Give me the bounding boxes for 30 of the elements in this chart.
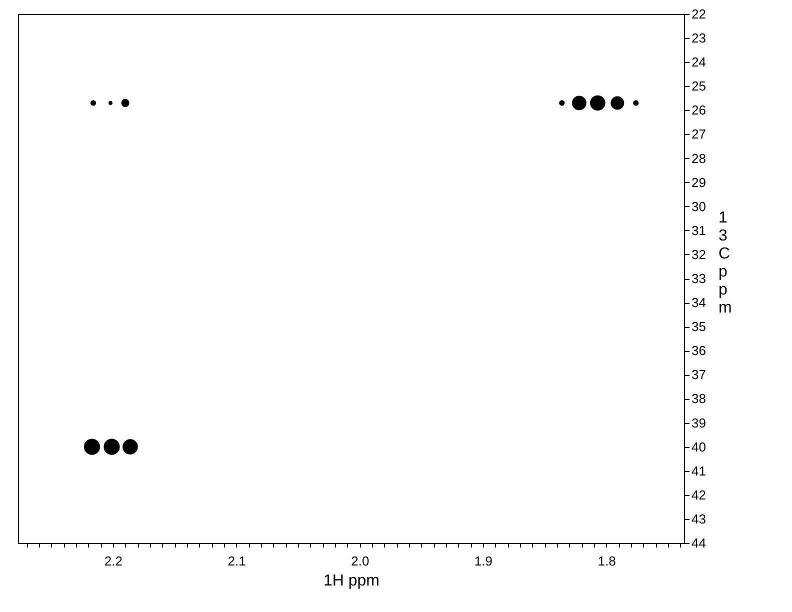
x-tick-label: 2.2 [104, 554, 123, 568]
y-tick-label: 25 [692, 78, 706, 94]
y-tick-label: 22 [692, 6, 706, 22]
y-tick-label: 37 [692, 367, 706, 382]
x-axis-title: 1H ppm [323, 572, 380, 590]
y-tick-label: 44 [692, 536, 706, 550]
y-tick-label: 43 [692, 511, 706, 526]
y-tick-label: 31 [692, 222, 706, 238]
y-tick-label: 41 [692, 463, 706, 478]
y-tick-label: 26 [692, 102, 706, 118]
y-tick-label: 39 [692, 415, 706, 430]
y-tick-label: 29 [692, 174, 706, 190]
y-tick-label: 24 [692, 54, 706, 70]
y-tick-label: 36 [692, 343, 706, 358]
y-tick-label: 42 [692, 487, 706, 502]
x-tick-label: 2.0 [351, 554, 370, 568]
y-tick-label: 33 [692, 271, 706, 286]
x-tick-label: 2.1 [228, 554, 246, 568]
y-tick-label: 34 [692, 295, 706, 310]
y-tick-label: 40 [692, 439, 706, 454]
y-tick-label: 23 [692, 30, 706, 46]
y-tick-label: 32 [692, 246, 706, 262]
y-axis-title: 13C ppm [718, 210, 732, 316]
y-tick-label: 35 [692, 319, 706, 334]
y-tick-label: 27 [692, 126, 706, 142]
y-tick-label: 30 [692, 198, 706, 214]
y-tick-label: 38 [692, 391, 706, 406]
x-tick-label: 1.8 [598, 554, 616, 568]
x-tick-label: 1.9 [474, 554, 493, 568]
y-tick-label: 28 [692, 150, 706, 166]
